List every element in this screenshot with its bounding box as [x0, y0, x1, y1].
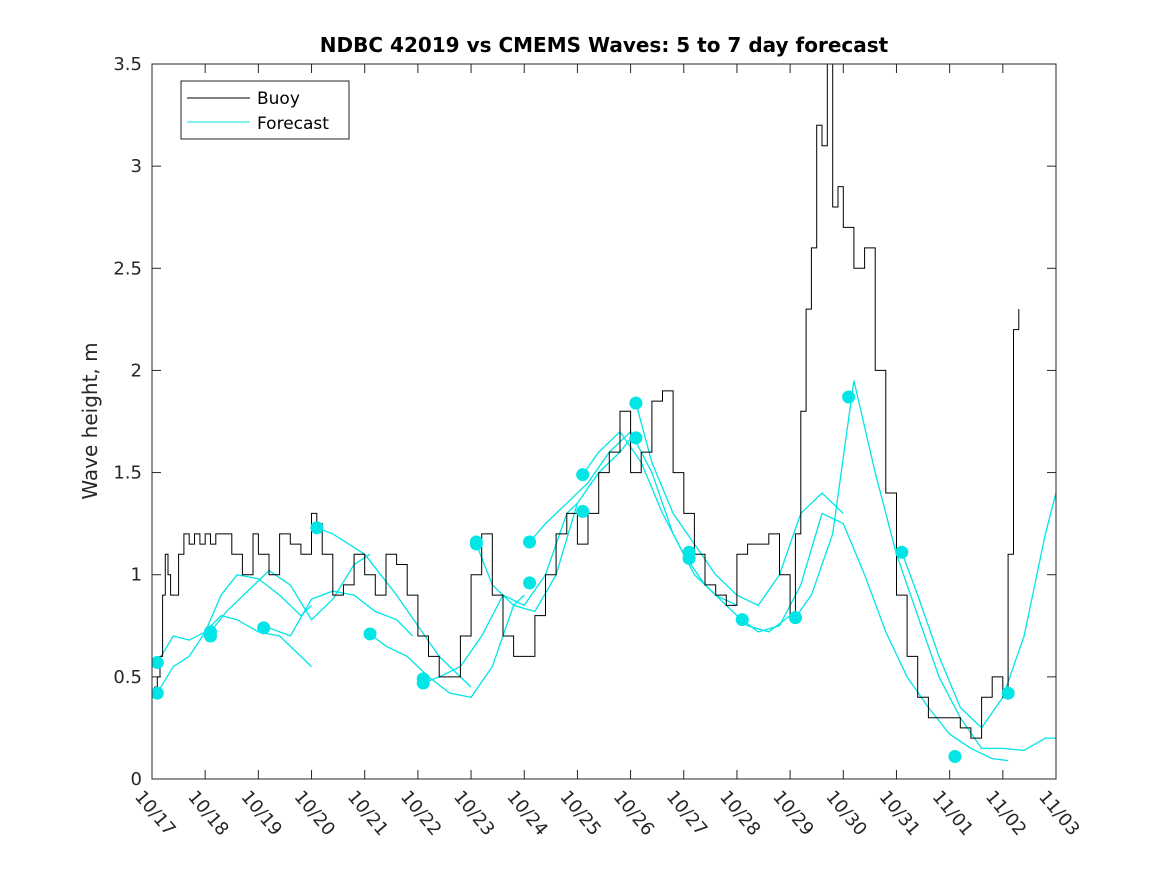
forecast-marker	[895, 545, 909, 559]
forecast-marker	[152, 656, 164, 670]
plot-area	[151, 63, 1057, 780]
forecast-line	[794, 380, 1056, 752]
forecast-marker	[576, 468, 590, 482]
forecast-marker	[948, 750, 962, 764]
forecast-marker	[310, 521, 324, 535]
y-tick-label: 3	[131, 156, 142, 177]
forecast-marker	[788, 611, 802, 625]
y-tick-label: 3.5	[113, 54, 142, 75]
forecast-marker	[363, 627, 377, 641]
y-tick-label: 0.5	[113, 667, 142, 688]
y-axis-label: Wave height, m	[78, 342, 102, 499]
buoy-line	[152, 64, 1020, 739]
forecast-marker	[629, 396, 643, 410]
legend: Buoy Forecast	[180, 80, 350, 140]
y-tick-label: 2	[131, 360, 142, 381]
plot-background	[152, 64, 1056, 779]
forecast-markers	[152, 390, 1015, 764]
forecast-marker	[682, 551, 696, 565]
y-axis: 0 0.5 1 1.5 2 2.5 3 3.5	[113, 54, 1056, 790]
y-tick-label: 1.5	[113, 463, 142, 484]
forecast-marker	[416, 676, 430, 690]
y-tick-label: 0	[131, 769, 142, 790]
forecast-marker	[842, 390, 856, 404]
buoy-series	[152, 64, 1020, 739]
forecast-marker	[203, 629, 217, 643]
forecast-marker	[469, 537, 483, 551]
chart-title: NDBC 42019 vs CMEMS Waves: 5 to 7 day fo…	[320, 33, 889, 57]
forecast-line	[156, 573, 312, 663]
forecast-marker	[523, 576, 537, 590]
plot-frame	[151, 63, 1057, 780]
forecast-marker	[1001, 686, 1015, 700]
forecast-line	[369, 594, 525, 699]
forecast-line	[209, 553, 371, 633]
forecast-marker	[523, 535, 537, 549]
y-tick-label: 2.5	[113, 258, 142, 279]
legend-box	[180, 80, 350, 140]
forecast-line	[741, 512, 1009, 762]
forecast-marker	[629, 431, 643, 445]
forecast-line	[316, 527, 472, 688]
forecast-line	[156, 614, 312, 694]
forecast-marker	[257, 621, 271, 635]
y-tick-label: 1	[131, 565, 142, 586]
forecast-marker	[152, 686, 164, 700]
forecast-marker	[735, 613, 749, 627]
legend-forecast-label: Forecast	[257, 114, 329, 134]
legend-buoy-label: Buoy	[257, 89, 300, 109]
forecast-marker	[576, 504, 590, 518]
